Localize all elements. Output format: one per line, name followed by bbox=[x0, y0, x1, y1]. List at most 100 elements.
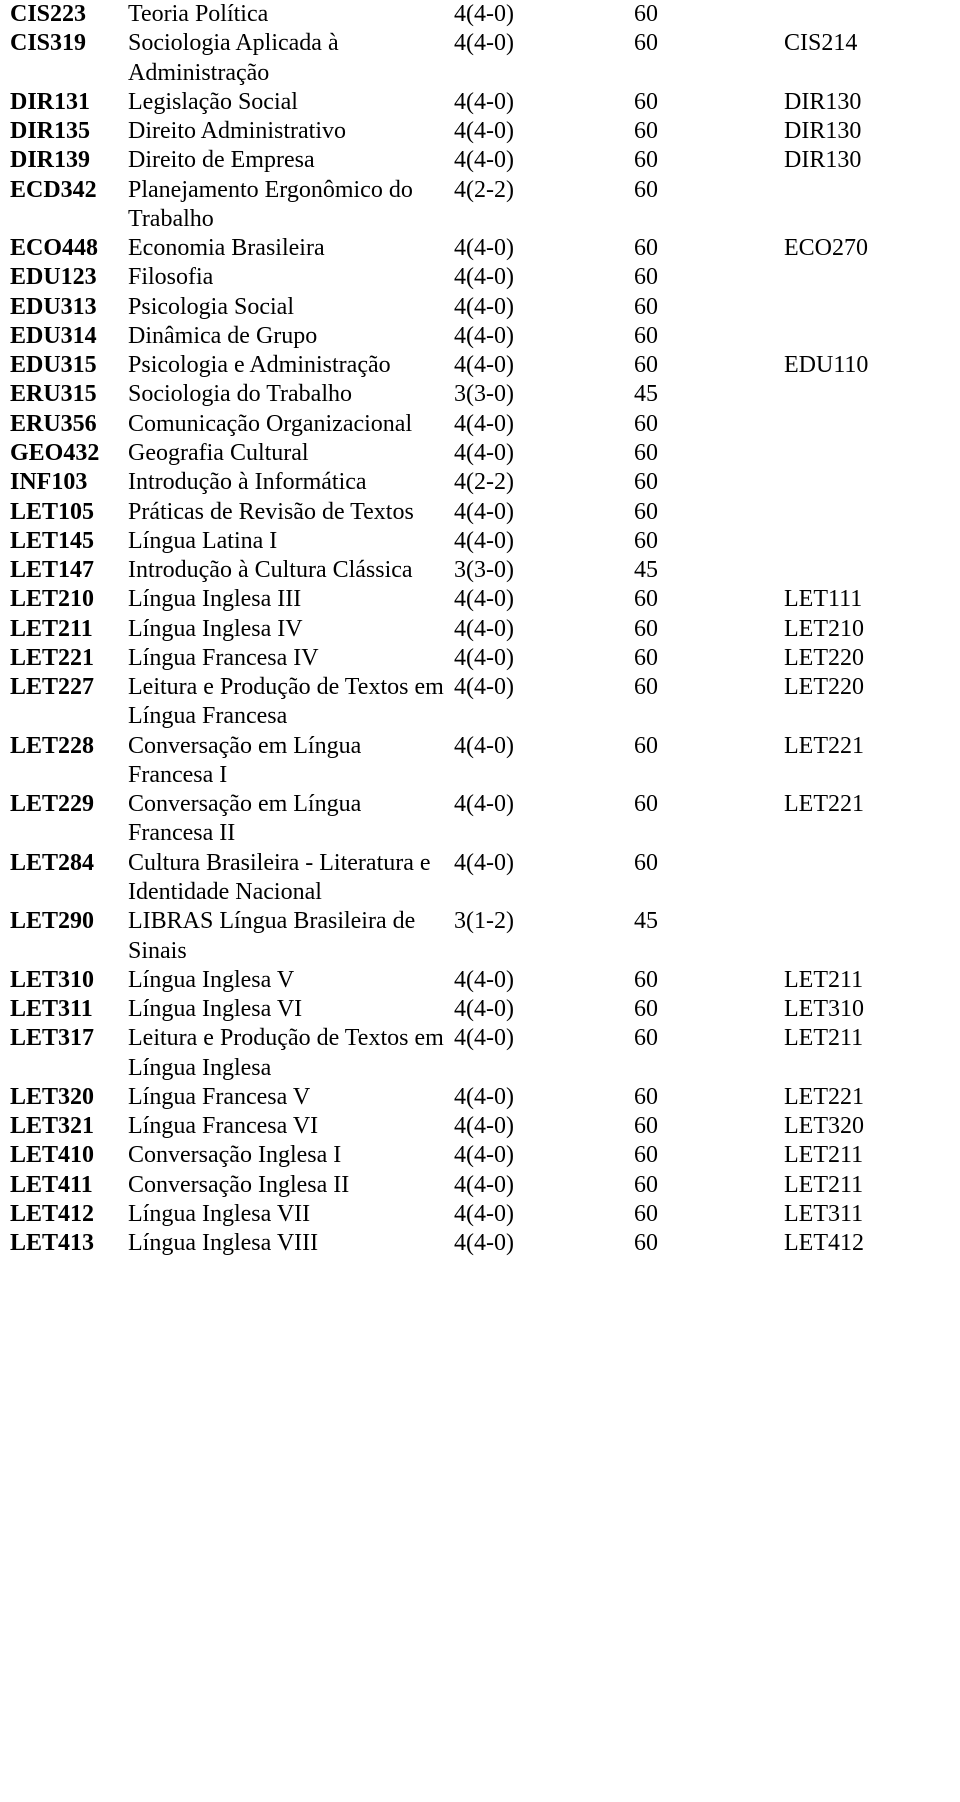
course-hours: 60 bbox=[634, 673, 784, 702]
course-name: Direito de Empresa bbox=[128, 146, 454, 175]
course-hours: 60 bbox=[634, 995, 784, 1024]
course-hours: 60 bbox=[634, 585, 784, 614]
course-code: CIS223 bbox=[10, 0, 128, 29]
course-code: LET210 bbox=[10, 585, 128, 614]
course-name: Práticas de Revisão de Textos bbox=[128, 498, 454, 527]
course-prereq: LET221 bbox=[784, 732, 960, 761]
course-credits: 4(4-0) bbox=[454, 673, 634, 702]
course-credits: 3(3-0) bbox=[454, 556, 634, 585]
course-code: CIS319 bbox=[10, 29, 128, 58]
course-credits: 4(4-0) bbox=[454, 117, 634, 146]
course-name: Língua Inglesa V bbox=[128, 966, 454, 995]
course-hours: 60 bbox=[634, 1200, 784, 1229]
course-prereq: LET211 bbox=[784, 966, 960, 995]
course-hours: 60 bbox=[634, 1171, 784, 1200]
table-row: LET229Conversação em Língua Francesa II4… bbox=[10, 790, 960, 849]
course-hours: 60 bbox=[634, 146, 784, 175]
course-hours: 60 bbox=[634, 849, 784, 878]
course-code: INF103 bbox=[10, 468, 128, 497]
course-hours: 60 bbox=[634, 790, 784, 819]
table-row: LET221Língua Francesa IV4(4-0)60LET220 bbox=[10, 644, 960, 673]
course-credits: 4(4-0) bbox=[454, 1083, 634, 1112]
course-hours: 60 bbox=[634, 498, 784, 527]
course-credits: 4(4-0) bbox=[454, 1024, 634, 1053]
table-row: LET147Introdução à Cultura Clássica3(3-0… bbox=[10, 556, 960, 585]
course-code: EDU123 bbox=[10, 263, 128, 292]
course-prereq: DIR130 bbox=[784, 117, 960, 146]
course-credits: 4(4-0) bbox=[454, 234, 634, 263]
course-code: LET410 bbox=[10, 1141, 128, 1170]
course-name: Conversação em Língua Francesa II bbox=[128, 790, 454, 849]
course-hours: 45 bbox=[634, 907, 784, 936]
table-row: DIR139Direito de Empresa4(4-0)60DIR130 bbox=[10, 146, 960, 175]
course-hours: 60 bbox=[634, 1024, 784, 1053]
course-credits: 4(4-0) bbox=[454, 293, 634, 322]
course-credits: 4(4-0) bbox=[454, 527, 634, 556]
course-code: LET228 bbox=[10, 732, 128, 761]
course-credits: 4(4-0) bbox=[454, 732, 634, 761]
course-name: Psicologia Social bbox=[128, 293, 454, 322]
course-hours: 60 bbox=[634, 29, 784, 58]
course-credits: 4(4-0) bbox=[454, 849, 634, 878]
course-code: LET227 bbox=[10, 673, 128, 702]
table-row: LET105Práticas de Revisão de Textos4(4-0… bbox=[10, 498, 960, 527]
course-table: CIS223Teoria Política4(4-0)60CIS319Socio… bbox=[10, 0, 960, 1258]
course-credits: 3(3-0) bbox=[454, 380, 634, 409]
course-prereq: LET211 bbox=[784, 1171, 960, 1200]
course-name: Direito Administrativo bbox=[128, 117, 454, 146]
course-prereq: LET210 bbox=[784, 615, 960, 644]
course-prereq: LET221 bbox=[784, 1083, 960, 1112]
course-name: Língua Inglesa VIII bbox=[128, 1229, 454, 1258]
course-hours: 45 bbox=[634, 556, 784, 585]
course-credits: 4(4-0) bbox=[454, 644, 634, 673]
course-hours: 60 bbox=[634, 966, 784, 995]
table-row: ECD342Planejamento Ergonômico do Trabalh… bbox=[10, 176, 960, 235]
table-row: LET321Língua Francesa VI4(4-0)60LET320 bbox=[10, 1112, 960, 1141]
course-name: Conversação Inglesa I bbox=[128, 1141, 454, 1170]
course-credits: 4(4-0) bbox=[454, 1141, 634, 1170]
course-name: Introdução à Informática bbox=[128, 468, 454, 497]
table-row: LET227Leitura e Produção de Textos em Lí… bbox=[10, 673, 960, 732]
course-code: ECO448 bbox=[10, 234, 128, 263]
course-name: Sociologia do Trabalho bbox=[128, 380, 454, 409]
course-name: Economia Brasileira bbox=[128, 234, 454, 263]
course-code: EDU314 bbox=[10, 322, 128, 351]
table-row: LET145Língua Latina I4(4-0)60 bbox=[10, 527, 960, 556]
course-name: Filosofia bbox=[128, 263, 454, 292]
course-name: Dinâmica de Grupo bbox=[128, 322, 454, 351]
course-credits: 3(1-2) bbox=[454, 907, 634, 936]
course-credits: 4(4-0) bbox=[454, 585, 634, 614]
course-prereq: EDU110 bbox=[784, 351, 960, 380]
table-row: ERU356Comunicação Organizacional4(4-0)60 bbox=[10, 410, 960, 439]
table-row: LET211Língua Inglesa IV4(4-0)60LET210 bbox=[10, 615, 960, 644]
course-code: LET211 bbox=[10, 615, 128, 644]
course-prereq: LET412 bbox=[784, 1229, 960, 1258]
course-hours: 60 bbox=[634, 293, 784, 322]
course-credits: 4(4-0) bbox=[454, 1200, 634, 1229]
table-row: DIR131Legislação Social4(4-0)60DIR130 bbox=[10, 88, 960, 117]
course-prereq: LET211 bbox=[784, 1024, 960, 1053]
course-code: LET290 bbox=[10, 907, 128, 936]
course-hours: 60 bbox=[634, 439, 784, 468]
course-name: Conversação em Língua Francesa I bbox=[128, 732, 454, 791]
table-row: EDU314Dinâmica de Grupo4(4-0)60 bbox=[10, 322, 960, 351]
course-code: LET229 bbox=[10, 790, 128, 819]
course-prereq: LET320 bbox=[784, 1112, 960, 1141]
course-code: LET221 bbox=[10, 644, 128, 673]
course-name: Língua Francesa IV bbox=[128, 644, 454, 673]
course-hours: 60 bbox=[634, 0, 784, 29]
course-prereq: LET220 bbox=[784, 644, 960, 673]
course-name: Língua Inglesa VI bbox=[128, 995, 454, 1024]
course-name: Língua Francesa VI bbox=[128, 1112, 454, 1141]
course-hours: 45 bbox=[634, 380, 784, 409]
course-credits: 4(4-0) bbox=[454, 88, 634, 117]
course-credits: 4(4-0) bbox=[454, 263, 634, 292]
course-hours: 60 bbox=[634, 176, 784, 205]
course-name: Planejamento Ergonômico do Trabalho bbox=[128, 176, 454, 235]
course-code: LET412 bbox=[10, 1200, 128, 1229]
table-row: LET311Língua Inglesa VI4(4-0)60LET310 bbox=[10, 995, 960, 1024]
course-code: EDU313 bbox=[10, 293, 128, 322]
table-row: EDU315Psicologia e Administração4(4-0)60… bbox=[10, 351, 960, 380]
table-row: DIR135Direito Administrativo4(4-0)60DIR1… bbox=[10, 117, 960, 146]
course-hours: 60 bbox=[634, 1229, 784, 1258]
